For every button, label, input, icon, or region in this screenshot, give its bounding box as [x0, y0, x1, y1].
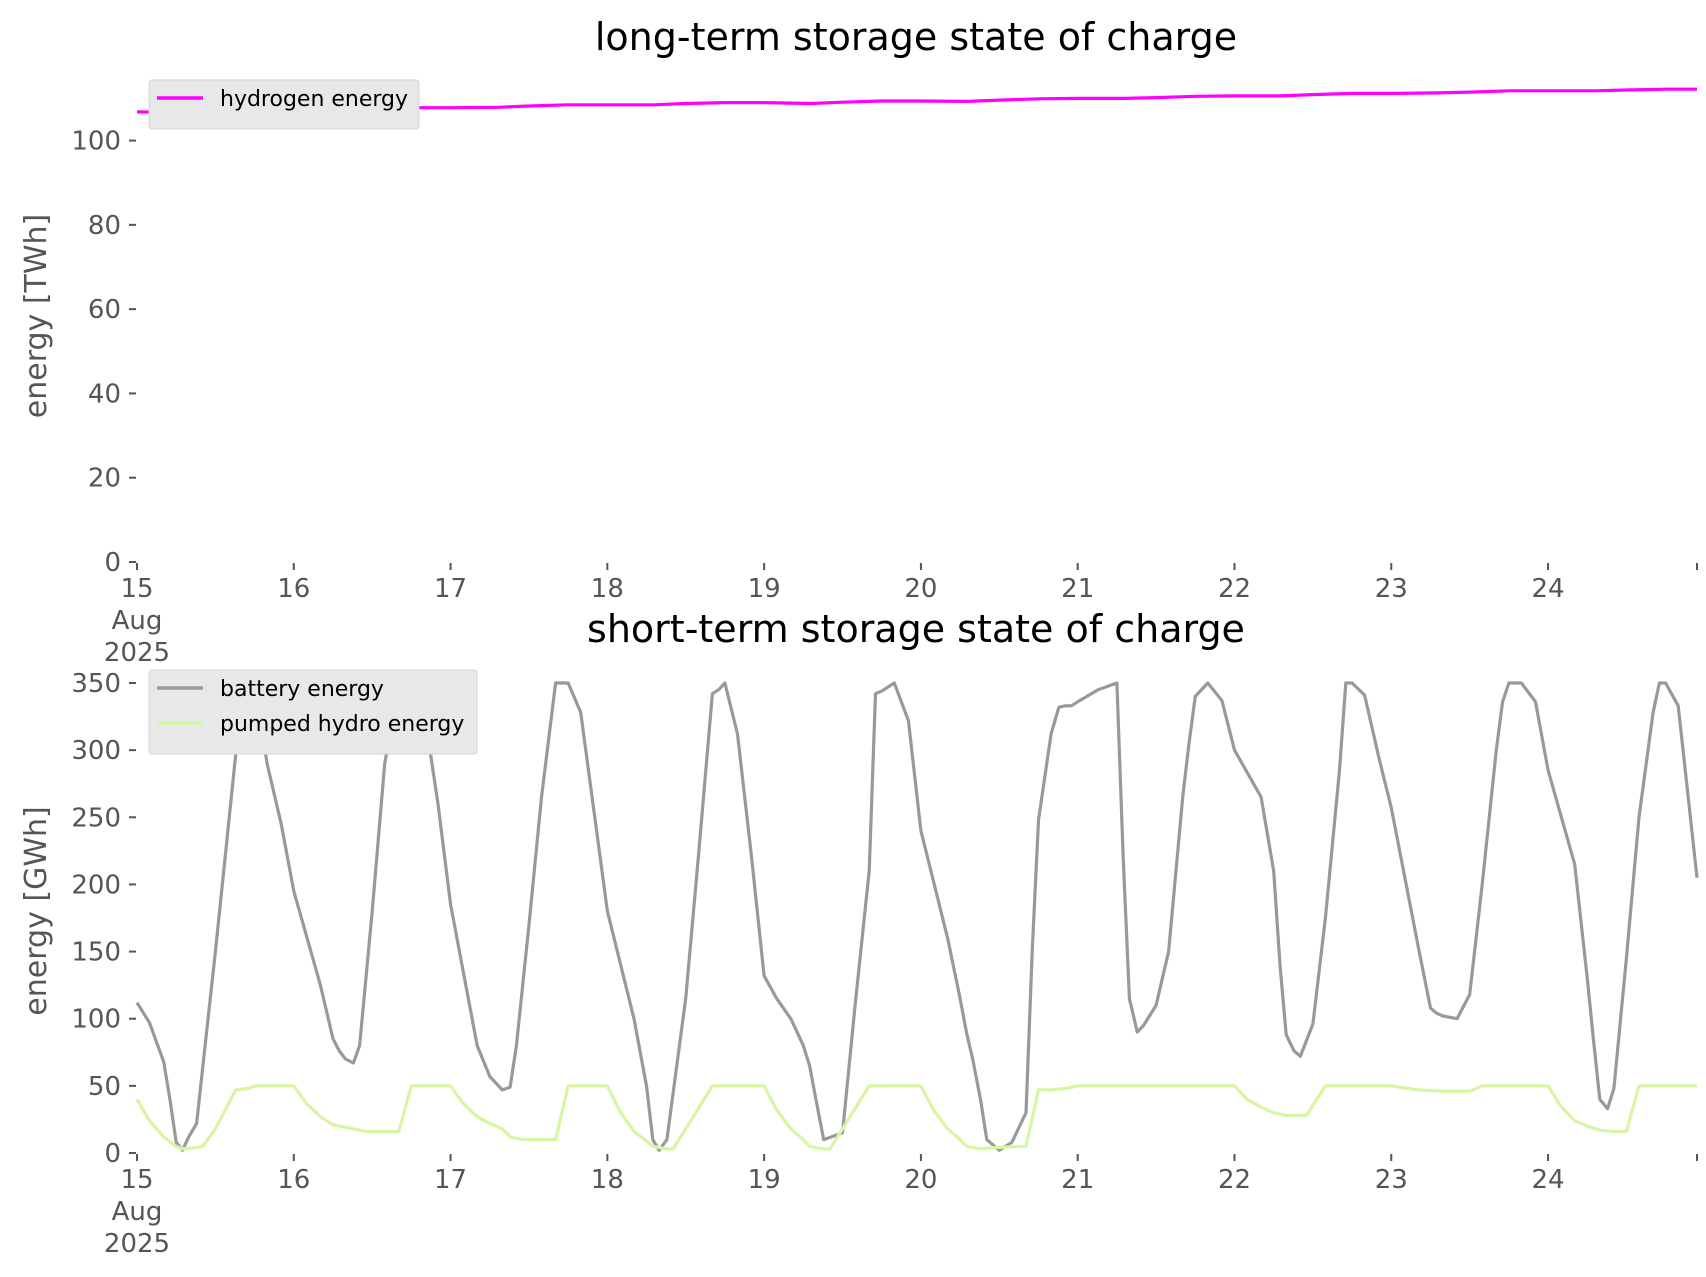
y-tick-label: 100: [71, 127, 121, 157]
chart-title: short-term storage state of charge: [587, 607, 1245, 651]
y-tick-label: 350: [71, 669, 121, 699]
legend-entry: hydrogen energy: [220, 87, 408, 112]
x-tick-label: 24: [1532, 1165, 1565, 1195]
y-tick-label: 50: [88, 1072, 121, 1102]
legend-box: [148, 669, 478, 755]
y-axis-ticks: 0 50 100 150 200 250 300 350: [71, 669, 136, 1169]
x-tick-label: 15: [120, 574, 153, 604]
chart-title: long-term storage state of charge: [595, 15, 1237, 59]
y-axis-label: energy [TWh]: [19, 214, 54, 418]
x-tick-label: 15: [120, 1165, 153, 1195]
y-tick-label: 250: [71, 803, 121, 833]
y-axis-label: energy [GWh]: [19, 806, 54, 1015]
x-tick-label: 18: [591, 1165, 624, 1195]
x-tick-label: 18: [591, 574, 624, 604]
x-tick-label: 16: [277, 1165, 310, 1195]
y-tick-label: 0: [104, 1139, 121, 1169]
y-tick-label: 80: [88, 211, 121, 241]
y-tick-label: 150: [71, 938, 121, 968]
x-tick-label: 24: [1532, 574, 1565, 604]
y-axis-ticks: 0 20 40 60 80 100: [71, 127, 136, 578]
x-tick-sublabel: Aug: [112, 1197, 163, 1227]
x-tick-label: 21: [1061, 1165, 1094, 1195]
x-tick-sublabel: 2025: [104, 638, 170, 668]
y-tick-label: 60: [88, 295, 121, 325]
x-tick-label: 22: [1218, 1165, 1251, 1195]
x-tick-label: 20: [904, 574, 937, 604]
x-tick-label: 23: [1375, 574, 1408, 604]
x-tick-label: 21: [1061, 574, 1094, 604]
legend-box: [148, 79, 420, 130]
y-tick-label: 20: [88, 464, 121, 494]
short-term-panel: short-term storage state of charge energ…: [19, 607, 1699, 1259]
x-tick-label: 23: [1375, 1165, 1408, 1195]
x-tick-label: 19: [748, 574, 781, 604]
x-tick-label: 17: [434, 574, 467, 604]
long-term-panel: long-term storage state of charge energy…: [19, 15, 1698, 668]
x-tick-label: 22: [1218, 574, 1251, 604]
y-tick-label: 300: [71, 736, 121, 766]
legend: hydrogen energy: [148, 79, 420, 130]
y-tick-label: 100: [71, 1005, 121, 1035]
x-tick-label: 20: [904, 1165, 937, 1195]
legend: battery energy pumped hydro energy: [148, 669, 478, 755]
legend-entry: battery energy: [220, 677, 384, 702]
y-tick-label: 40: [88, 379, 121, 409]
x-tick-label: 17: [434, 1165, 467, 1195]
x-tick-label: 19: [748, 1165, 781, 1195]
series-line: [135, 1084, 1697, 1151]
x-tick-sublabel: 2025: [104, 1229, 170, 1259]
legend-entry: pumped hydro energy: [220, 712, 464, 737]
x-tick-label: 16: [277, 574, 310, 604]
y-tick-label: 0: [104, 548, 121, 578]
x-tick-sublabel: Aug: [112, 606, 163, 636]
y-tick-label: 200: [71, 870, 121, 900]
